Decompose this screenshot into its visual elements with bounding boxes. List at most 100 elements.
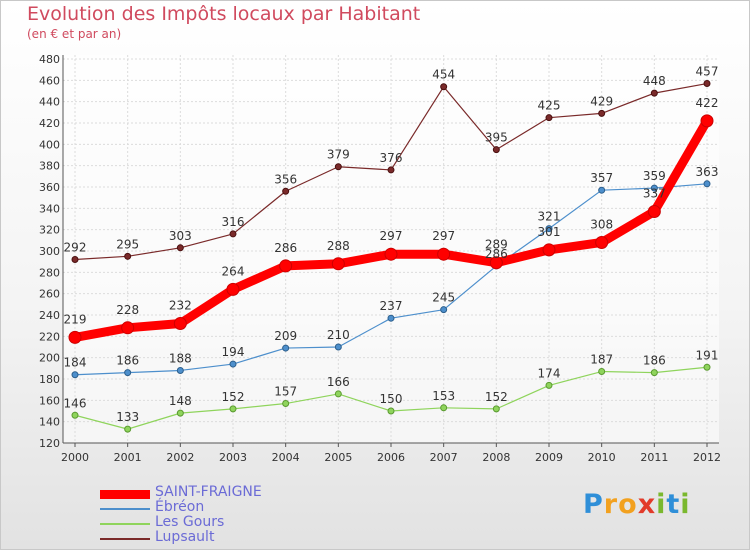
data-label: 308 [590,217,613,231]
data-label: 184 [64,356,87,370]
data-label: 379 [327,148,350,162]
data-label: 194 [222,345,245,359]
data-point [229,360,237,368]
data-point [68,330,82,344]
data-point [703,180,711,188]
data-point [437,247,451,261]
data-point [700,114,714,128]
legend-swatch [100,508,150,510]
x-tick-label: 2012 [693,451,721,464]
data-point [124,425,132,433]
data-label: 454 [432,68,455,82]
data-point [334,343,342,351]
x-tick-label: 2011 [640,451,668,464]
data-point [545,225,553,233]
data-point [650,369,658,377]
data-point [440,306,448,314]
data-point [595,235,609,249]
data-point [282,344,290,352]
data-label: 457 [696,65,719,79]
data-label: 187 [590,353,613,367]
data-point [387,314,395,322]
data-point [282,400,290,408]
data-point [598,368,606,376]
data-point [647,205,661,219]
y-tick-label: 360 [39,181,60,194]
y-tick-label: 240 [39,309,60,322]
data-label: 363 [696,165,719,179]
legend-swatch [100,489,150,499]
data-label: 297 [432,229,455,243]
y-tick-label: 180 [39,373,60,386]
y-tick-label: 400 [39,138,60,151]
data-point [124,369,132,377]
data-label: 301 [538,225,561,239]
data-point [176,409,184,417]
data-label: 295 [116,237,139,251]
data-label: 321 [538,210,561,224]
data-point [545,114,553,122]
data-label: 303 [169,229,192,243]
y-tick-label: 140 [39,416,60,429]
data-point [387,166,395,174]
data-label: 359 [643,169,666,183]
data-point [124,252,132,260]
legend-label: Ébréon [155,499,205,515]
y-tick-label: 160 [39,394,60,407]
data-label: 166 [327,375,350,389]
data-label: 152 [222,390,245,404]
data-point [173,317,187,331]
data-label: 286 [274,241,297,255]
x-tick-label: 2006 [377,451,405,464]
x-tick-label: 2003 [219,451,247,464]
legend-label: SAINT-FRAIGNE [155,484,262,500]
y-tick-label: 440 [39,96,60,109]
data-label: 191 [696,348,719,362]
data-label: 237 [380,299,403,313]
data-point [279,259,293,273]
data-label: 133 [116,410,139,424]
data-point [598,109,606,117]
y-tick-label: 120 [39,437,60,450]
data-label: 292 [64,241,87,255]
data-point [176,366,184,374]
data-label: 395 [485,131,508,145]
data-point [545,381,553,389]
data-label: 448 [643,74,666,88]
data-label: 357 [590,171,613,185]
legend-label: Lupsault [155,529,215,545]
data-label: 316 [222,215,245,229]
data-point [440,83,448,91]
data-point [542,243,556,257]
data-label: 429 [590,94,613,108]
y-tick-label: 480 [39,53,60,66]
chart-subtitle: (en € et par an) [27,27,122,41]
data-label: 186 [643,354,666,368]
chart-title: Evolution des Impôts locaux par Habitant [27,3,421,25]
data-label: 174 [538,366,561,380]
data-point [387,407,395,415]
legend-swatch [100,538,150,540]
y-tick-label: 340 [39,202,60,215]
data-point [334,163,342,171]
data-point [229,230,237,238]
x-tick-label: 2009 [535,451,563,464]
data-label: 289 [485,238,508,252]
data-label: 210 [327,328,350,342]
data-point [331,257,345,271]
data-point [650,89,658,97]
data-point [703,80,711,88]
data-point [71,411,79,419]
legend-swatch [100,523,150,525]
data-label: 288 [327,239,350,253]
y-tick-label: 260 [39,288,60,301]
data-label: 425 [538,99,561,113]
data-label: 356 [274,172,297,186]
x-tick-label: 2008 [482,451,510,464]
data-point [440,404,448,412]
x-tick-label: 2005 [324,451,352,464]
data-label: 148 [169,394,192,408]
x-tick-label: 2001 [114,451,142,464]
data-label: 337 [643,187,666,201]
